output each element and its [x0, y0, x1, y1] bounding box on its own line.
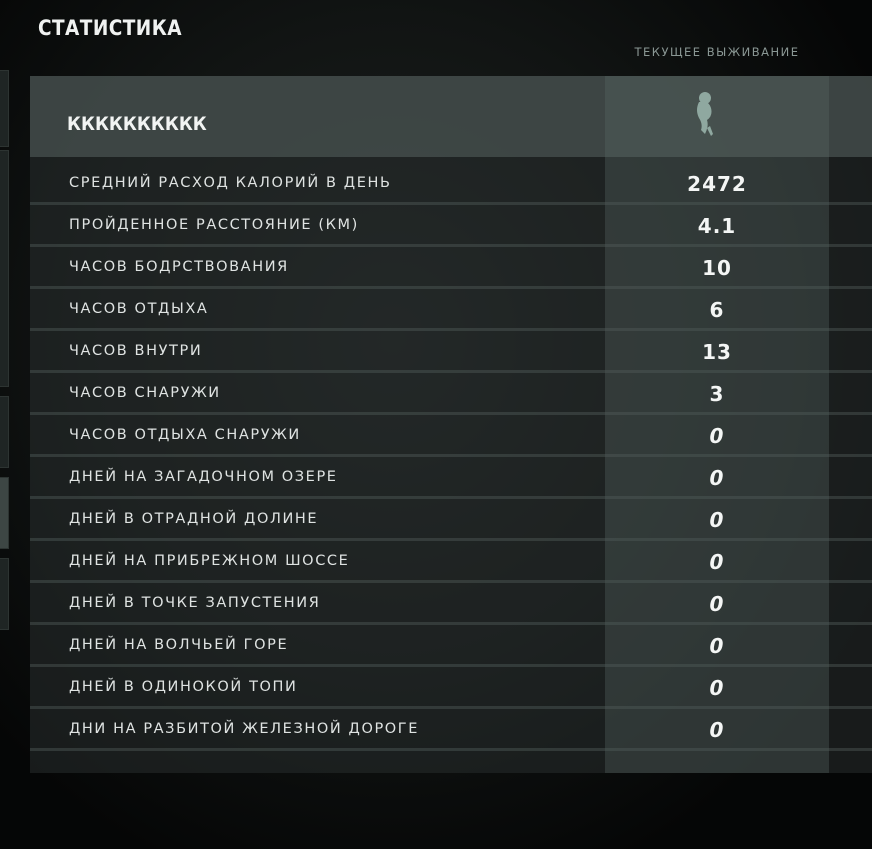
- stat-label: ЧАСОВ ОТДЫХА: [69, 301, 209, 317]
- stat-row: ПРОЙДЕННОЕ РАССТОЯНИЕ (КМ) 4.1: [30, 205, 872, 247]
- stat-value: 3: [709, 382, 725, 406]
- stat-label: ДНЕЙ НА ПРИБРЕЖНОМ ШОССЕ: [69, 553, 350, 569]
- stat-row: ЧАСОВ БОДРСТВОВАНИЯ 10: [30, 247, 872, 289]
- stat-value: 0: [709, 718, 725, 742]
- stat-value: 0: [709, 592, 725, 616]
- profile-name: КККККККККК: [67, 113, 207, 135]
- side-tab[interactable]: [0, 150, 9, 387]
- stat-value: 4.1: [697, 214, 737, 238]
- stat-label: ЧАСОВ ОТДЫХА СНАРУЖИ: [69, 427, 301, 443]
- stat-row: ДНЕЙ В ОДИНОКОЙ ТОПИ 0: [30, 667, 872, 709]
- stat-label: ДНЕЙ НА ЗАГАДОЧНОМ ОЗЕРЕ: [69, 469, 338, 485]
- stat-value: 0: [709, 508, 725, 532]
- stat-label: ДНЕЙ В ТОЧКЕ ЗАПУСТЕНИЯ: [69, 595, 321, 611]
- stats-panel: КККККККККК СРЕДНИЙ РАСХОД КАЛОРИЙ В ДЕНЬ…: [30, 76, 872, 773]
- stat-value: 6: [709, 298, 725, 322]
- stat-row: ЧАСОВ ОТДЫХА СНАРУЖИ 0: [30, 415, 872, 457]
- stat-value: 0: [709, 550, 725, 574]
- stat-value: 0: [709, 634, 725, 658]
- stat-label: ДНЕЙ В ОТРАДНОЙ ДОЛИНЕ: [69, 511, 319, 527]
- stat-label: СРЕДНИЙ РАСХОД КАЛОРИЙ В ДЕНЬ: [69, 175, 392, 191]
- stat-value: 0: [709, 676, 725, 700]
- stat-value: 2472: [687, 172, 747, 196]
- stat-row: ЧАСОВ СНАРУЖИ 3: [30, 373, 872, 415]
- stat-label: ЧАСОВ СНАРУЖИ: [69, 385, 221, 401]
- stat-label: ДНИ НА РАЗБИТОЙ ЖЕЛЕЗНОЙ ДОРОГЕ: [69, 721, 420, 737]
- stat-row: СРЕДНИЙ РАСХОД КАЛОРИЙ В ДЕНЬ 2472: [30, 163, 872, 205]
- stat-value: 0: [709, 466, 725, 490]
- stat-value: 10: [702, 256, 732, 280]
- stat-value: 0: [709, 424, 725, 448]
- current-survival-column: [605, 76, 829, 773]
- stat-row: ДНЕЙ НА ВОЛЧЬЕЙ ГОРЕ 0: [30, 625, 872, 667]
- stat-label: ДНЕЙ НА ВОЛЧЬЕЙ ГОРЕ: [69, 637, 289, 653]
- page-title: СТАТИСТИКА: [38, 16, 182, 40]
- stat-value: 13: [702, 340, 732, 364]
- stat-label: ДНЕЙ В ОДИНОКОЙ ТОПИ: [69, 679, 298, 695]
- side-tab[interactable]: [0, 70, 9, 147]
- stat-label: ЧАСОВ БОДРСТВОВАНИЯ: [69, 259, 289, 275]
- stat-row: ДНЕЙ НА ПРИБРЕЖНОМ ШОССЕ 0: [30, 541, 872, 583]
- side-tab-active[interactable]: [0, 477, 9, 549]
- stat-row: ДНИ НА РАЗБИТОЙ ЖЕЛЕЗНОЙ ДОРОГЕ 0: [30, 709, 872, 751]
- column-header-current-survival: ТЕКУЩЕЕ ВЫЖИВАНИЕ: [634, 45, 800, 59]
- stat-row: ДНЕЙ В ОТРАДНОЙ ДОЛИНЕ 0: [30, 499, 872, 541]
- stats-list: СРЕДНИЙ РАСХОД КАЛОРИЙ В ДЕНЬ 2472 ПРОЙДЕН…: [30, 163, 872, 751]
- side-tab[interactable]: [0, 396, 9, 468]
- stat-label: ПРОЙДЕННОЕ РАССТОЯНИЕ (КМ): [69, 217, 359, 233]
- stat-row: ЧАСОВ ОТДЫХА 6: [30, 289, 872, 331]
- side-tab[interactable]: [0, 558, 9, 630]
- stat-row: ЧАСОВ ВНУТРИ 13: [30, 331, 872, 373]
- stat-label: ЧАСОВ ВНУТРИ: [69, 343, 203, 359]
- stat-row: ДНЕЙ В ТОЧКЕ ЗАПУСТЕНИЯ 0: [30, 583, 872, 625]
- stat-row: ДНЕЙ НА ЗАГАДОЧНОМ ОЗЕРЕ 0: [30, 457, 872, 499]
- survivor-figure-icon: [693, 90, 717, 138]
- profile-header: КККККККККК: [30, 76, 872, 157]
